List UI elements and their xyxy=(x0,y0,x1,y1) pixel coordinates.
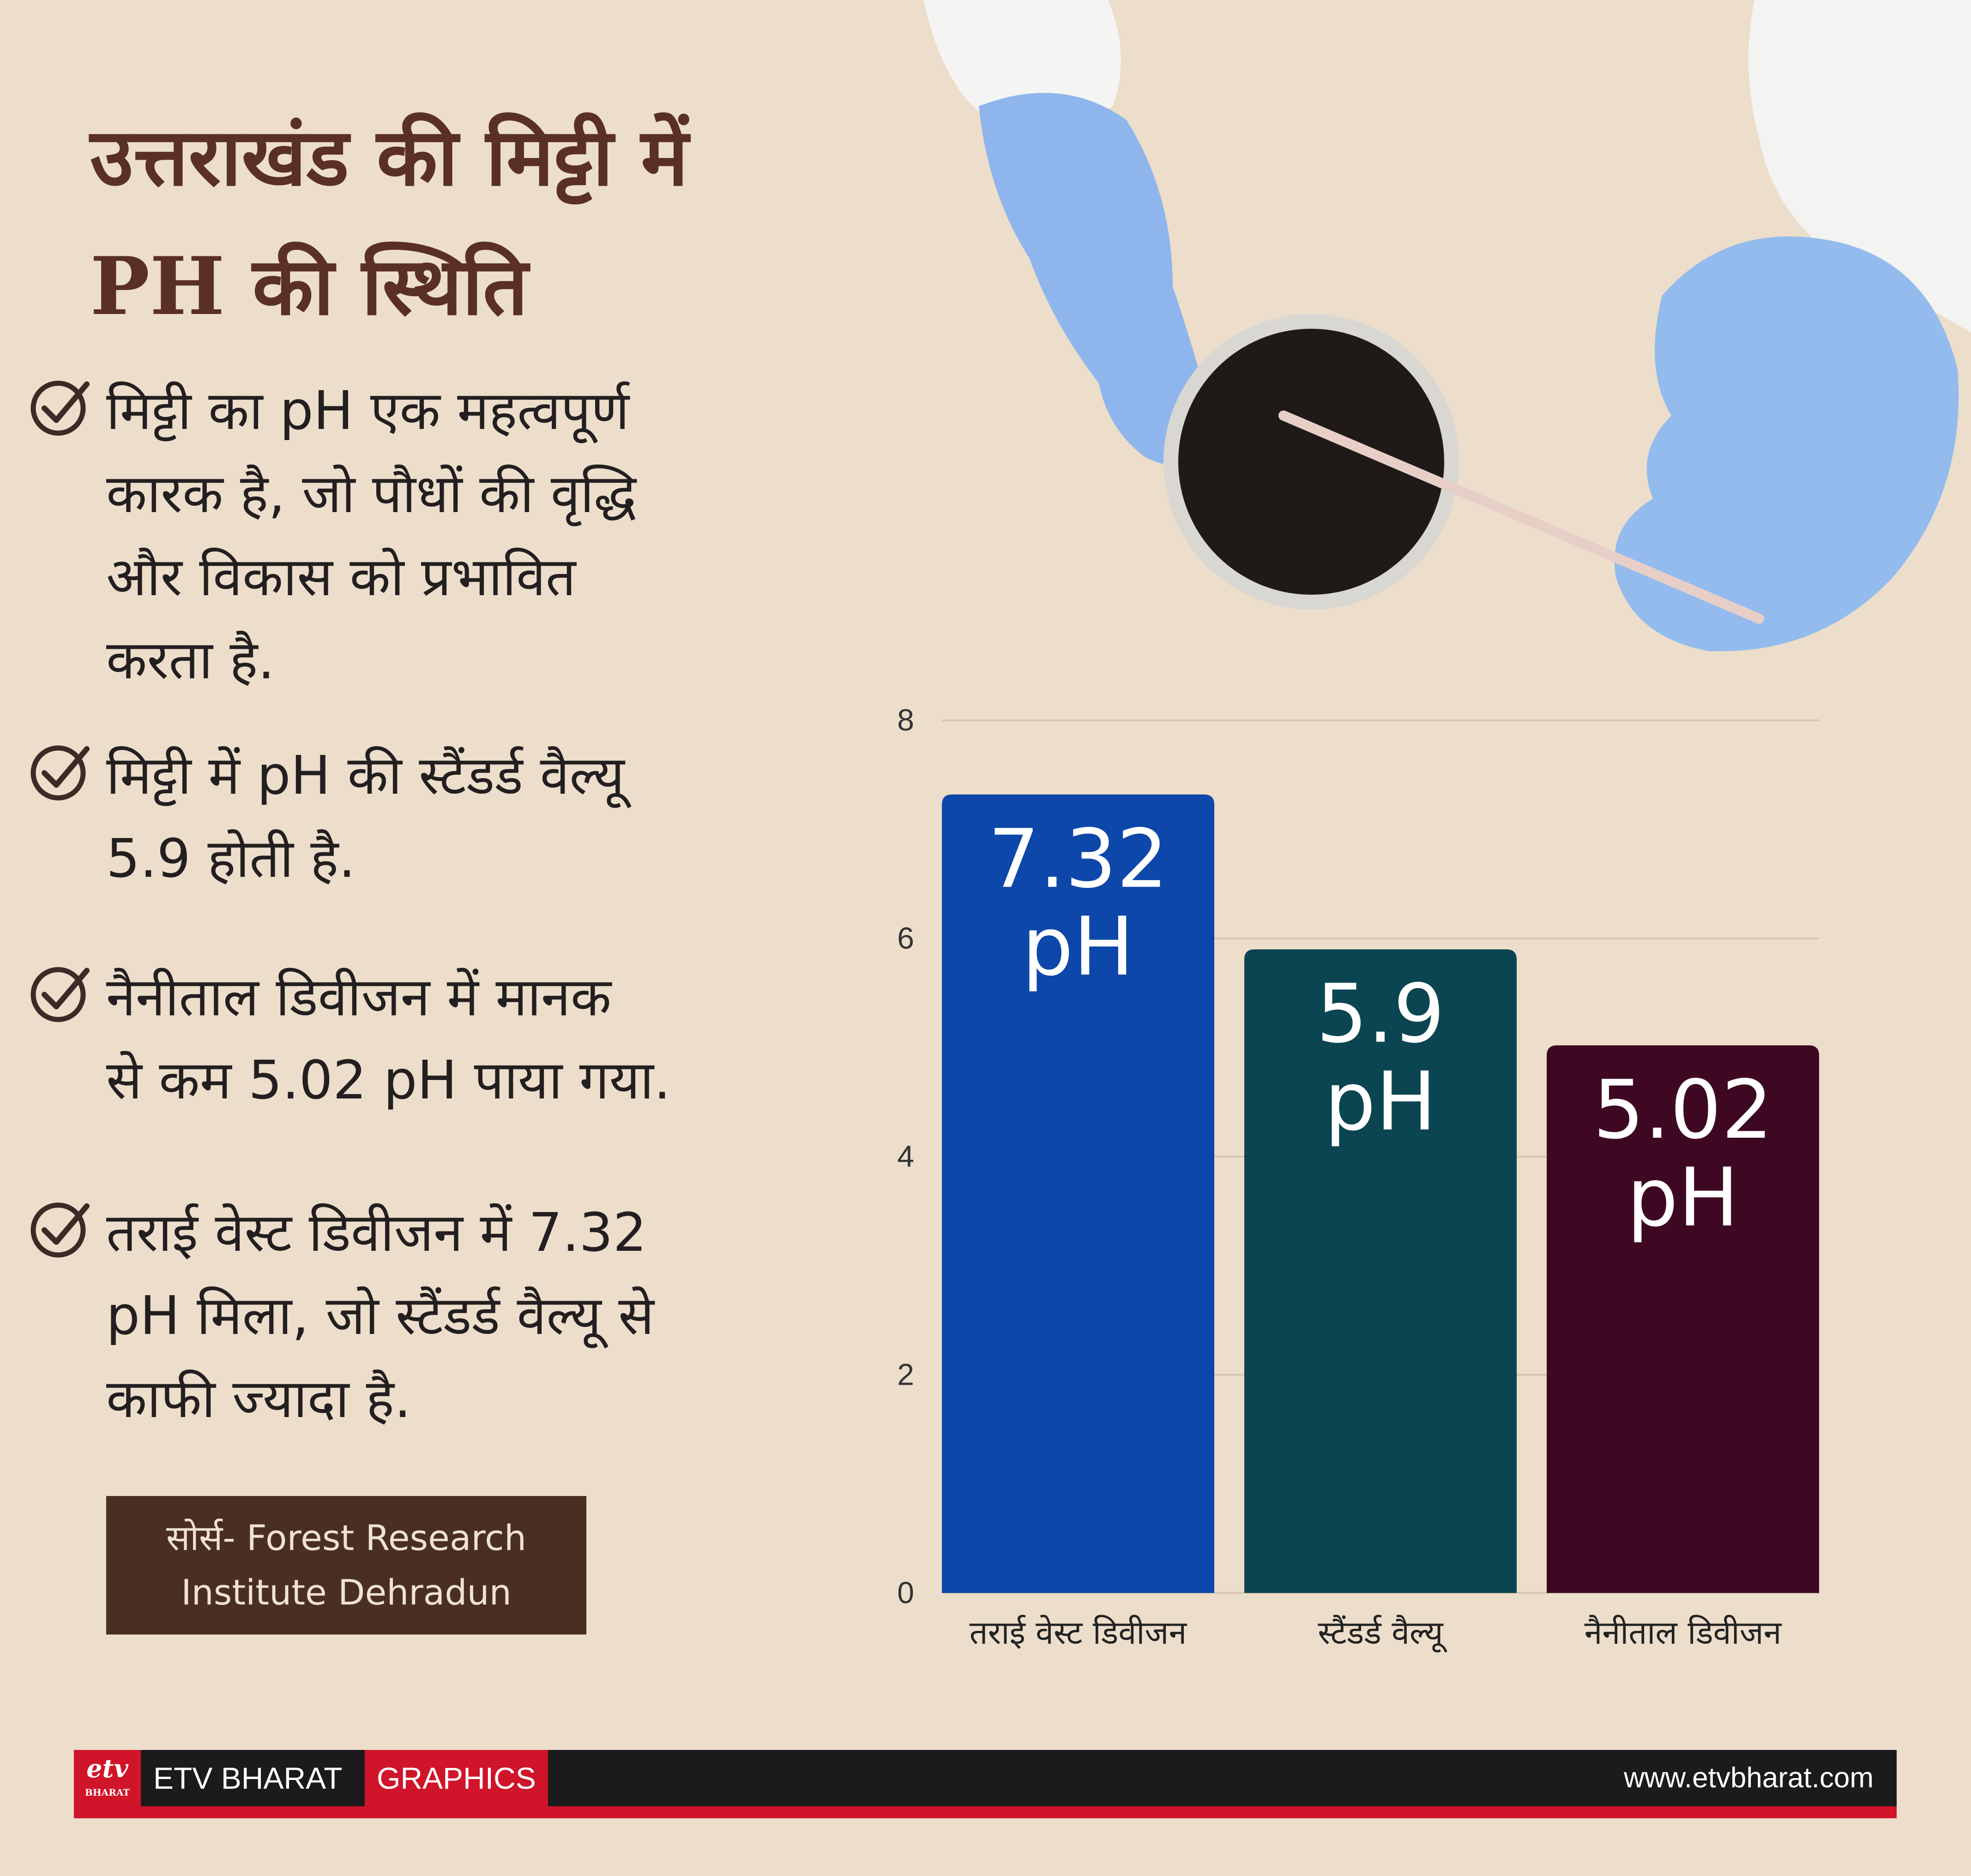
etv-logo: etv BHARAT xyxy=(74,1750,141,1806)
bullet-item: नैनीताल डिवीजन में मानक से कम 5.02 pH पा… xyxy=(28,956,813,1122)
bar-value-label: 5.02 xyxy=(1593,1063,1773,1157)
bar xyxy=(1244,949,1517,1593)
y-tick-label: 4 xyxy=(897,1139,914,1173)
bullet-text: मिट्टी का pH एक महत्वपूर्ण कारक है, जो प… xyxy=(106,369,813,702)
bullet-item: मिट्टी का pH एक महत्वपूर्ण कारक है, जो प… xyxy=(28,369,813,702)
bullet-line: तराई वेस्ट डिवीजन में 7.32 xyxy=(106,1202,647,1264)
y-tick-label: 8 xyxy=(897,703,914,737)
bullet-line: मिट्टी का pH एक महत्वपूर्ण xyxy=(106,380,630,442)
source-box: सोर्स- Forest Research Institute Dehradu… xyxy=(106,1496,586,1635)
soil-sample xyxy=(1178,329,1444,595)
bullet-line: मिट्टी में pH की स्टैंडर्ड वैल्यू xyxy=(106,745,625,807)
y-tick-label: 0 xyxy=(897,1575,914,1610)
brand-name: ETV BHARAT xyxy=(153,1761,343,1795)
bar-unit-label: pH xyxy=(1325,1055,1437,1149)
footer-red-line xyxy=(74,1806,1897,1818)
check-icon xyxy=(30,380,90,436)
footer-background xyxy=(74,1750,1897,1806)
lab-coat-sleeve-right xyxy=(1748,0,1971,332)
bullet-item: तराई वेस्ट डिवीजन में 7.32 pH मिला, जो स… xyxy=(28,1191,813,1441)
check-icon xyxy=(30,967,90,1022)
bullet-line: से कम 5.02 pH पाया गया. xyxy=(106,1050,671,1111)
bullet-text: नैनीताल डिवीजन में मानक से कम 5.02 pH पा… xyxy=(106,956,813,1122)
footer-bar: etv BHARAT ETV BHARAT GRAPHICS www.etvbh… xyxy=(74,1750,1897,1819)
bullet-text: तराई वेस्ट डिवीजन में 7.32 pH मिला, जो स… xyxy=(106,1191,813,1441)
bullet-line: नैनीताल डिवीजन में मानक xyxy=(106,966,612,1028)
y-tick-label: 2 xyxy=(897,1357,914,1392)
source-line-2: Institute Dehradun xyxy=(181,1572,512,1613)
bullet-line: काफी ज्यादा है. xyxy=(106,1368,411,1430)
bullet-text: मिट्टी में pH की स्टैंडर्ड वैल्यू 5.9 हो… xyxy=(106,734,813,900)
glove-right xyxy=(1614,236,1959,651)
website-url: www.etvbharat.com xyxy=(1624,1762,1874,1794)
lab-hands-soil-illustration xyxy=(923,0,1971,651)
page-title: उत्तराखंड की मिट्टी में PH की स्थिति xyxy=(90,92,967,351)
check-icon xyxy=(30,1202,90,1258)
bullet-line: pH मिला, जो स्टैंडर्ड वैल्यू से xyxy=(106,1285,654,1347)
check-icon xyxy=(30,745,90,801)
logo-text: etv xyxy=(86,1754,128,1783)
bar xyxy=(1547,1045,1819,1593)
glove-left xyxy=(979,93,1219,466)
title-line-2: PH की स्थिति xyxy=(90,239,528,333)
title-line-1: उत्तराखंड की मिट्टी में xyxy=(90,110,688,204)
bullet-line: 5.9 होती है. xyxy=(106,828,356,890)
bullet-line: कारक है, जो पौधों की वृद्धि xyxy=(106,463,637,525)
bullet-line: और विकास को प्रभावित xyxy=(106,546,576,608)
glass-pipette xyxy=(1278,410,1764,624)
y-tick-label: 6 xyxy=(897,921,914,955)
bullet-line: करता है. xyxy=(106,629,275,691)
logo-subtext: BHARAT xyxy=(84,1787,130,1798)
bar-unit-label: pH xyxy=(1627,1151,1739,1245)
x-tick-label: तराई वेस्ट डिवीजन xyxy=(970,1614,1187,1652)
bar-value-label: 7.32 xyxy=(988,813,1168,906)
lab-coat-sleeve-left xyxy=(923,0,1121,125)
bar-unit-label: pH xyxy=(1022,900,1134,994)
source-line-1: सोर्स- Forest Research xyxy=(166,1517,526,1558)
x-tick-label: नैनीताल डिवीजन xyxy=(1585,1614,1782,1652)
graphics-tag: GRAPHICS xyxy=(365,1750,548,1806)
x-tick-label: स्टैंडर्ड वैल्यू xyxy=(1318,1614,1447,1653)
bar-value-label: 5.9 xyxy=(1316,967,1445,1061)
bullet-item: मिट्टी में pH की स्टैंडर्ड वैल्यू 5.9 हो… xyxy=(28,734,813,900)
bar xyxy=(942,794,1214,1593)
